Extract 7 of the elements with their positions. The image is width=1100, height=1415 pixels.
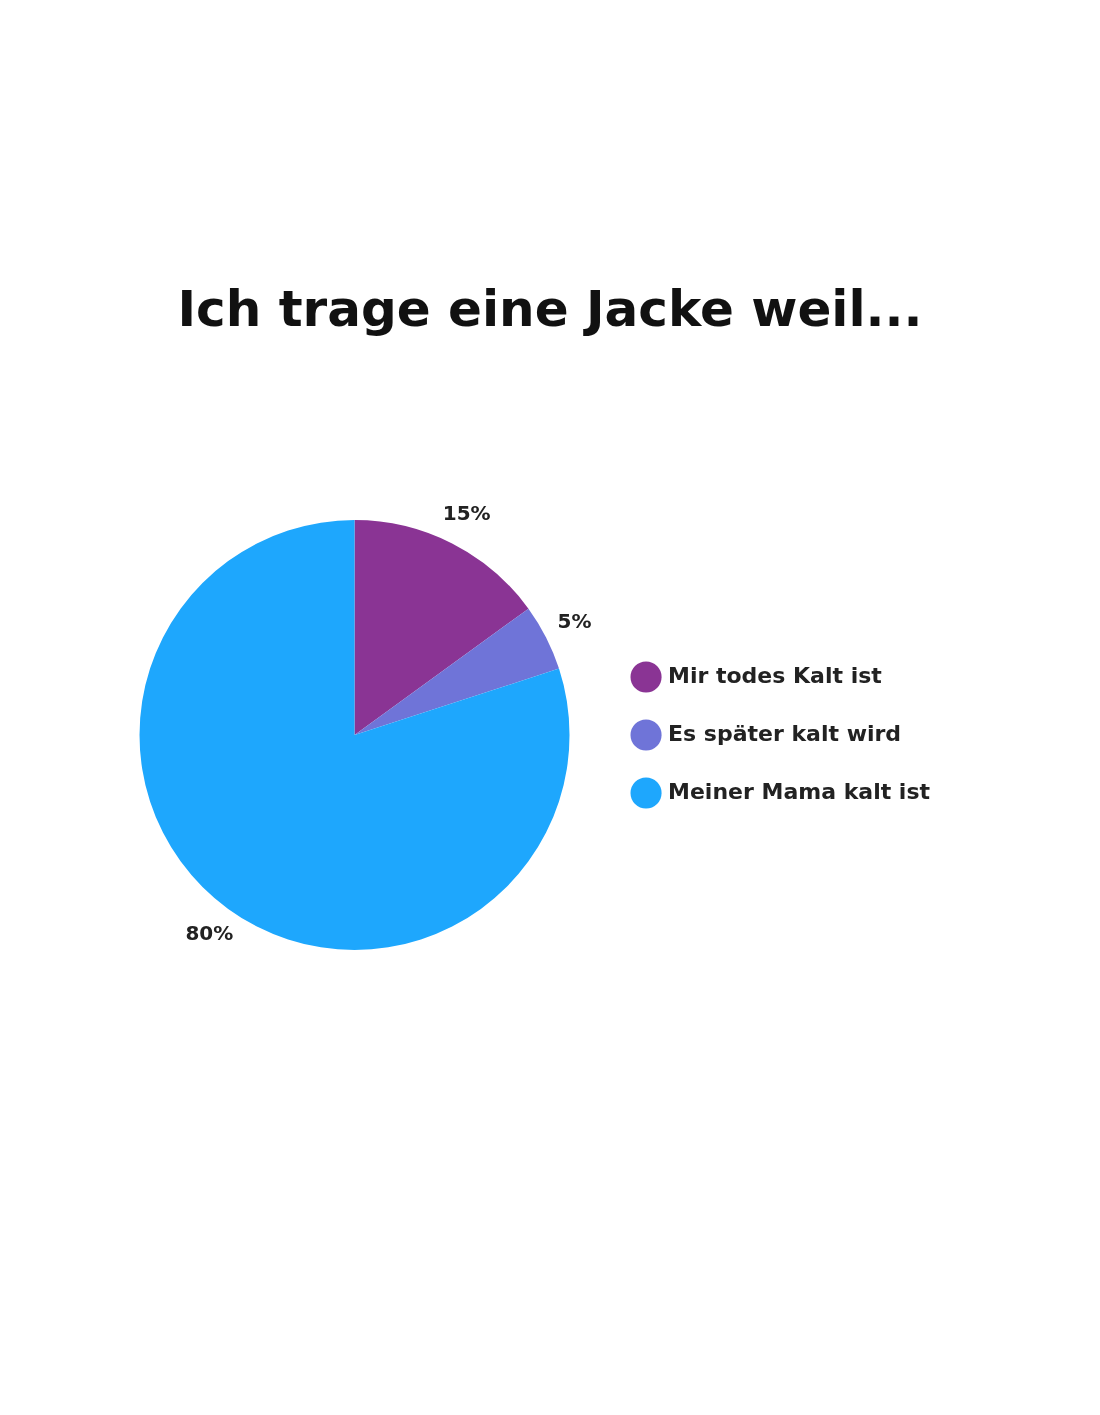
data-label: 5%	[557, 609, 592, 634]
legend-label: Mir todes Kalt ist	[668, 662, 883, 688]
data-label: 15%	[442, 501, 491, 526]
data-label: 80%	[185, 921, 234, 946]
chart-title: Ich trage eine Jacke weil...	[176, 280, 924, 338]
legend-label: Es später kalt wird	[668, 720, 902, 746]
legend-label: Meiner Mama kalt ist	[668, 778, 931, 804]
